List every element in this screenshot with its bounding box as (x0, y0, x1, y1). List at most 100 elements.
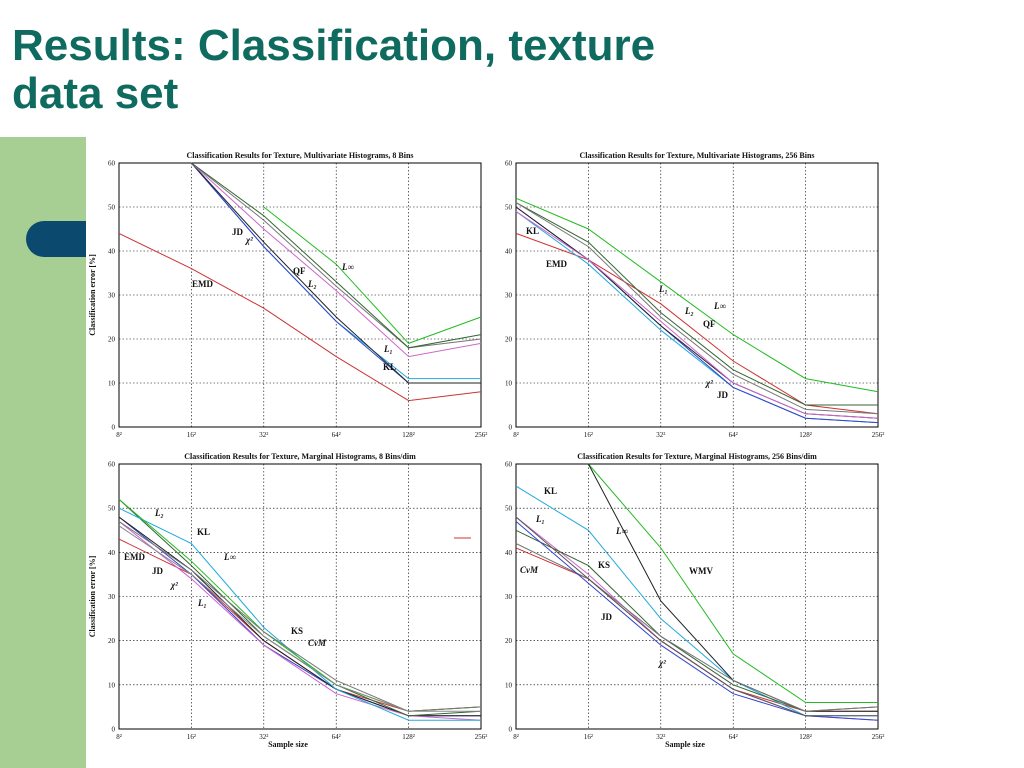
y-tick-label: 30 (108, 292, 116, 300)
series-line-4 (191, 162, 481, 384)
y-tick-label: 50 (505, 204, 513, 212)
y-tick-label: 40 (505, 248, 513, 256)
chart-panel-1: 0 10 20 30 40 50 60 8² 16² 32² 64² 128² 256² Classifi… (88, 151, 487, 439)
y-tick-label: 20 (108, 336, 116, 344)
series-annotation: JD (232, 227, 244, 237)
x-tick-label: 16² (187, 733, 196, 741)
series-annotation: JD (601, 612, 613, 622)
chart-panel-4: 0 10 20 30 40 50 60 8² 16² 32² 64² 128² 256² Classifi… (505, 452, 884, 749)
x-tick-label: 256² (872, 431, 885, 439)
series-line-3 (118, 516, 481, 717)
y-tick-label: 20 (505, 637, 513, 645)
series-annotation: L₁ (383, 344, 393, 354)
y-axis-label: Classification error [%] (88, 555, 97, 637)
x-tick-label: 8² (116, 431, 122, 439)
x-tick-label: 256² (475, 733, 488, 741)
series-annotation: JD (717, 390, 729, 400)
series-annotation: L∞ (341, 262, 354, 272)
chart-panel-3: 0 10 20 30 40 50 60 8² 16² 32² 64² 128² 256² Classifi… (88, 452, 487, 749)
slide-title: Results: Classification, texture data se… (12, 21, 656, 118)
series-annotation: QF (293, 266, 306, 276)
y-tick-label: 20 (108, 637, 116, 645)
x-tick-label: 256² (872, 733, 885, 741)
y-tick-label: 50 (505, 505, 513, 513)
x-tick-label: 128² (402, 733, 415, 741)
y-tick-label: 10 (108, 380, 116, 388)
series-annotation: KL (383, 362, 396, 372)
series-annotation: CvM (520, 565, 539, 575)
x-tick-label: 128² (799, 733, 812, 741)
chart-title: Classification Results for Texture, Marg… (184, 452, 416, 461)
y-tick-label: 60 (505, 461, 513, 469)
x-tick-label: 16² (584, 733, 593, 741)
charts-canvas: 0 10 20 30 40 50 60 8² 16² 32² 64² 128² 256² Classifi… (88, 151, 884, 749)
chart-panel-2: 0 10 20 30 40 50 60 8² 16² 32² 64² 128² 256² Classifi… (505, 151, 884, 439)
series-line-8 (263, 206, 482, 344)
series-line-5 (191, 162, 482, 349)
series-annotation: L∞ (713, 301, 726, 311)
series-annotation: L₁ (535, 514, 545, 524)
series-annotation: L₁ (197, 598, 207, 608)
plot-frame (118, 463, 482, 730)
y-tick-label: 0 (112, 726, 116, 734)
series-annotation: L∞ (615, 526, 628, 536)
y-tick-label: 10 (108, 681, 116, 689)
x-tick-label: 8² (116, 733, 122, 741)
series-line-6 (191, 162, 482, 358)
chart-title: Classification Results for Texture, Mult… (186, 151, 413, 160)
plot-frame (515, 162, 879, 428)
series-annotation: CvM (308, 638, 327, 648)
y-tick-label: 50 (108, 505, 116, 513)
y-tick-label: 40 (108, 248, 116, 256)
plot-frame (118, 162, 482, 428)
series-annotation: KL (197, 527, 210, 537)
series-annotation: KL (544, 486, 557, 496)
x-tick-label: 128² (402, 431, 415, 439)
series-annotation: χ² (704, 378, 713, 388)
x-tick-label: 64² (332, 733, 341, 741)
x-tick-label: 64² (729, 431, 738, 439)
y-tick-label: 60 (108, 461, 116, 469)
y-tick-label: 40 (505, 549, 513, 557)
x-tick-label: 64² (729, 733, 738, 741)
series-annotation: χ² (169, 580, 178, 590)
y-tick-label: 60 (108, 160, 116, 168)
series-annotation: JD (152, 566, 164, 576)
series-annotation: KL (526, 226, 539, 236)
series-line-4 (588, 463, 878, 703)
series-line-4 (118, 521, 482, 721)
x-tick-label: 8² (513, 431, 519, 439)
series-line-8 (515, 521, 879, 721)
series-line-8 (118, 520, 482, 712)
series-annotation: L∞ (223, 552, 236, 562)
y-tick-label: 0 (509, 424, 513, 432)
series-annotation: QF (703, 319, 716, 329)
series-line-7 (191, 162, 482, 349)
series-line-6 (515, 210, 879, 419)
plot-frame (515, 463, 879, 730)
y-tick-label: 60 (505, 160, 513, 168)
chart-area: 0 10 20 30 40 50 60 8² 16² 32² 64² 128² 256² Classifi… (86, 137, 1024, 768)
x-tick-label: 8² (513, 733, 519, 741)
y-tick-label: 10 (505, 681, 513, 689)
series-annotation: KS (598, 560, 610, 570)
chart-title: Classification Results for Texture, Mult… (579, 151, 814, 160)
x-tick-label: 32² (259, 733, 268, 741)
series-line-1 (118, 232, 482, 402)
series-line-7 (515, 202, 879, 415)
x-axis-label: Sample size (268, 740, 308, 749)
x-tick-label: 32² (259, 431, 268, 439)
series-annotation: EMD (124, 552, 145, 562)
y-tick-label: 30 (108, 593, 116, 601)
x-tick-label: 64² (332, 431, 341, 439)
series-annotation: WMV (689, 566, 713, 576)
y-tick-label: 0 (509, 726, 513, 734)
y-tick-label: 30 (505, 593, 513, 601)
series-annotation: EMD (546, 259, 567, 269)
series-annotation: L₁ (658, 284, 668, 294)
series-line-9 (515, 516, 878, 717)
x-axis-label: Sample size (665, 740, 705, 749)
y-tick-label: 0 (112, 424, 116, 432)
y-tick-label: 10 (505, 380, 513, 388)
x-tick-label: 32² (656, 431, 665, 439)
